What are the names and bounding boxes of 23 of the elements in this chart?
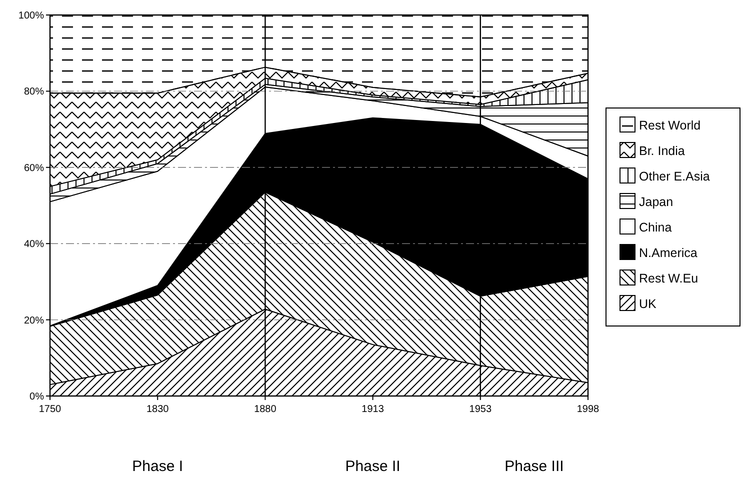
x-tick-label: 1913 — [362, 404, 384, 415]
legend-label: N.America — [639, 246, 698, 260]
x-tick-label: 1830 — [146, 404, 170, 415]
x-tick-label: 1953 — [469, 404, 492, 415]
y-tick-label: 80% — [24, 86, 44, 98]
legend-label: China — [639, 220, 672, 234]
legend-label: Rest W.Eu — [639, 271, 698, 286]
y-tick-label: 100% — [18, 10, 44, 22]
x-tick-label: 1880 — [254, 404, 277, 415]
y-tick-label: 40% — [24, 239, 44, 250]
text: Phase II — [345, 458, 400, 475]
y-tick-label: 0% — [30, 392, 44, 402]
y-tick-label: 60% — [24, 162, 44, 174]
text: Phase I — [132, 458, 184, 475]
x-tick-label: 1998 — [576, 404, 600, 415]
legend-label: UK — [639, 296, 658, 311]
legend-label: Japan — [639, 194, 674, 209]
legend-label: Rest World — [639, 118, 701, 132]
y-tick-label: 20% — [24, 315, 44, 326]
text: Phase III — [504, 458, 564, 475]
x-tick-label: 1750 — [38, 404, 62, 415]
legend-label: Other E.Asia — [639, 169, 710, 184]
legend-label: Br. India — [639, 144, 685, 158]
